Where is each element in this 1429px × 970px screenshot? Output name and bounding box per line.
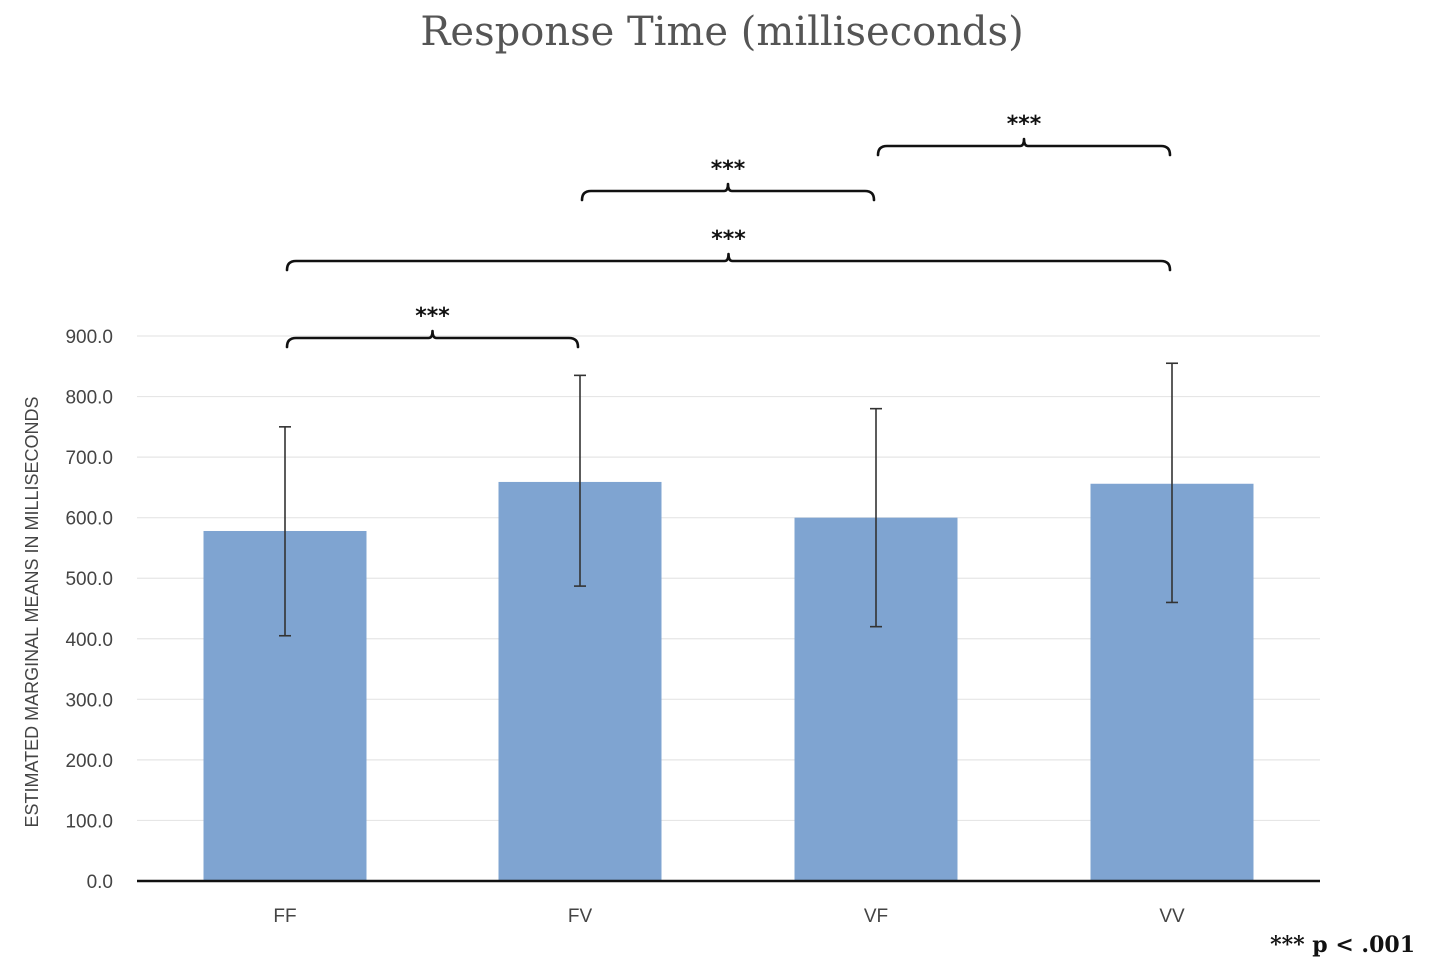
- error-bar-vf: [870, 407, 882, 628]
- y-axis-label: ESTIMATED MARGINAL MEANS IN MILLISECONDS: [22, 396, 42, 827]
- significance-bracket: ***: [876, 112, 1172, 157]
- y-tick-label: 200.0: [65, 751, 113, 772]
- y-tick-label: 500.0: [65, 569, 113, 590]
- y-tick-label: 400.0: [65, 630, 113, 651]
- y-tick-label: 100.0: [65, 811, 113, 832]
- error-bars: [279, 362, 1178, 637]
- y-tick-label: 700.0: [65, 448, 113, 469]
- significance-brackets: *** *** *** ***: [285, 112, 1172, 349]
- significance-label: ***: [1007, 112, 1042, 137]
- significance-bracket: ***: [285, 227, 1172, 272]
- chart-title: Response Time (milliseconds): [420, 9, 1023, 55]
- y-tick-label: 800.0: [65, 388, 113, 409]
- x-category-label: VF: [864, 906, 888, 927]
- significance-label: ***: [711, 227, 746, 252]
- x-category-label: VV: [1159, 906, 1185, 927]
- y-tick-label: 600.0: [65, 509, 113, 530]
- significance-footnote: *** p < .001: [1270, 932, 1415, 958]
- error-bar-fv: [574, 374, 586, 587]
- bars: [203, 481, 1254, 881]
- x-axis-categories: FF FV VF VV: [273, 906, 1185, 927]
- y-tick-label: 300.0: [65, 690, 113, 711]
- x-category-label: FV: [568, 906, 593, 927]
- significance-bracket: ***: [580, 157, 876, 202]
- y-axis-ticks: 0.0 100.0 200.0 300.0 400.0 500.0 600.0 700.0 80…: [65, 327, 113, 893]
- significance-label: ***: [711, 157, 746, 182]
- y-tick-label: 0.0: [87, 872, 113, 893]
- y-tick-label: 900.0: [65, 327, 113, 348]
- significance-label: ***: [415, 304, 450, 329]
- significance-bracket: ***: [285, 304, 580, 349]
- x-category-label: FF: [273, 906, 296, 927]
- error-bar-ff: [279, 426, 291, 637]
- error-bar-vv: [1166, 362, 1178, 604]
